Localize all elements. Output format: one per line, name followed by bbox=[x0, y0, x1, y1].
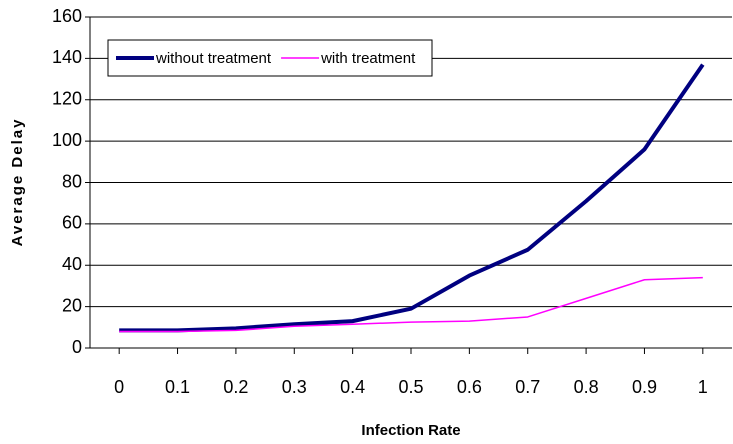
y-tick-label: 140 bbox=[52, 47, 82, 67]
series-line bbox=[119, 276, 703, 333]
x-tick-label: 0.1 bbox=[165, 377, 190, 397]
x-tick-label: 0.6 bbox=[457, 377, 482, 397]
y-tick-label: 160 bbox=[52, 6, 82, 26]
y-tick-label: 100 bbox=[52, 130, 82, 150]
legend-box bbox=[107, 39, 433, 77]
x-tick-label: 0.7 bbox=[515, 377, 540, 397]
y-tick-label: 20 bbox=[62, 295, 82, 315]
x-axis-title: Infection Rate bbox=[361, 422, 460, 439]
x-tick-label: 0.4 bbox=[340, 377, 365, 397]
x-tick-label: 0 bbox=[114, 377, 124, 397]
y-tick-label: 40 bbox=[62, 254, 82, 274]
series-line bbox=[119, 63, 705, 333]
legend-label: without treatment bbox=[155, 50, 272, 67]
x-tick-label: 0.8 bbox=[574, 377, 599, 397]
y-axis-title: Average Delay bbox=[9, 118, 26, 247]
legend-label: with treatment bbox=[320, 50, 416, 67]
x-tick-label: 0.3 bbox=[282, 377, 307, 397]
x-tick-label: 0.2 bbox=[223, 377, 248, 397]
x-tick-label: 1 bbox=[698, 377, 708, 397]
x-tick-label: 0.9 bbox=[632, 377, 657, 397]
x-tick-label: 0.5 bbox=[398, 377, 423, 397]
y-tick-label: 80 bbox=[62, 171, 82, 191]
y-tick-label: 120 bbox=[52, 89, 82, 109]
y-tick-label: 0 bbox=[72, 337, 82, 357]
y-tick-label: 60 bbox=[62, 213, 82, 233]
